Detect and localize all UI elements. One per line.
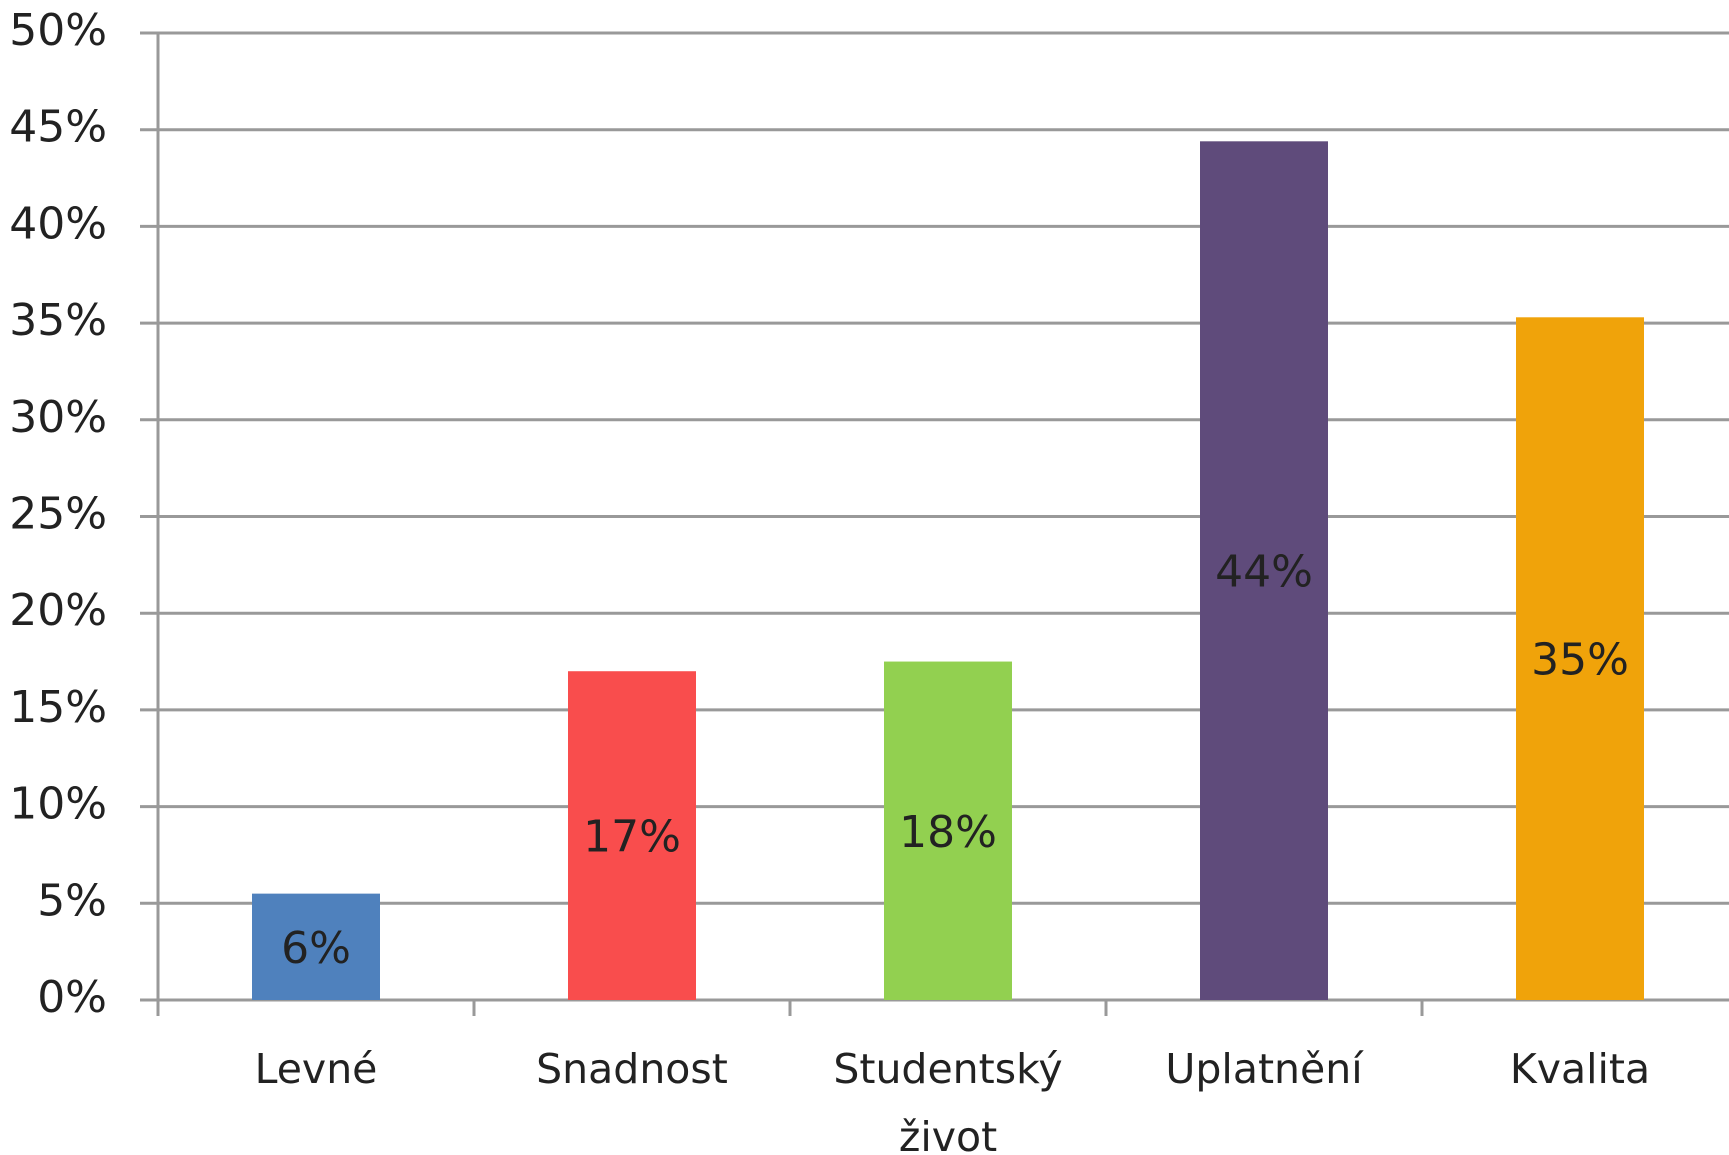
value-label: 18% [899,807,997,858]
y-tick-label: 40% [9,198,107,249]
bar [1516,317,1644,1001]
value-label: 35% [1531,635,1629,686]
x-tick-label: Snadnost [536,1045,728,1093]
bar [1200,141,1328,1000]
x-tick-label: Levné [254,1045,378,1093]
y-tick-label: 10% [9,779,107,830]
value-label: 44% [1215,547,1313,598]
y-tick-label: 5% [37,875,107,926]
x-tick-label: Kvalita [1509,1045,1651,1093]
bar [252,893,380,1000]
y-tick-label: 20% [9,585,107,636]
y-tick-label: 50% [9,5,107,56]
value-label: 6% [281,923,351,974]
x-tick-label: Studentský život [833,1045,1063,1155]
y-tick-label: 0% [37,972,107,1023]
y-tick-label: 15% [9,682,107,733]
y-tick-label: 35% [9,295,107,346]
y-tick-label: 30% [9,392,107,443]
y-tick-label: 25% [9,489,107,540]
bar [568,671,696,1000]
y-tick-label: 45% [9,102,107,153]
value-label: 17% [583,812,681,863]
bar [884,661,1012,1000]
x-tick-label: Uplatnění [1165,1045,1363,1093]
